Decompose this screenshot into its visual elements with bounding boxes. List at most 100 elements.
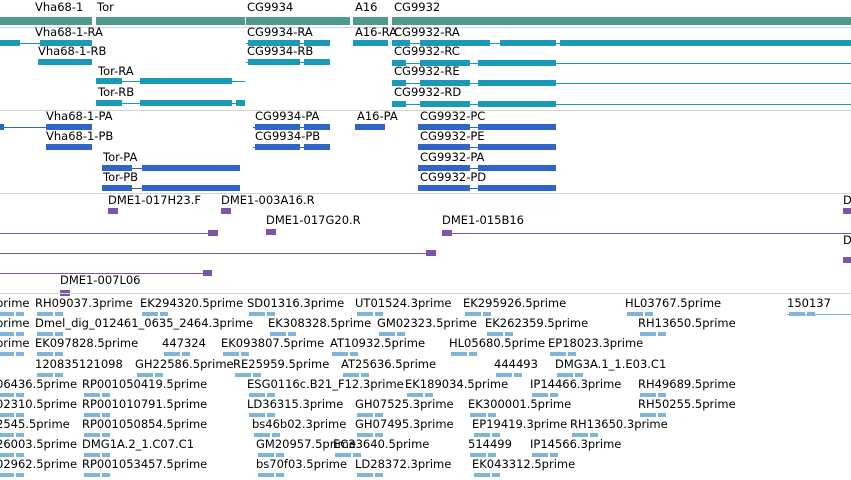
transcript-exon[interactable] [478, 101, 556, 107]
est-feature[interactable] [492, 433, 500, 437]
protein-exon[interactable] [142, 165, 240, 171]
est-feature[interactable] [55, 373, 63, 377]
locus-tor-bar-exon[interactable] [96, 17, 245, 25]
est-feature[interactable] [16, 312, 24, 316]
protein-exon[interactable] [478, 185, 556, 191]
est-feature[interactable] [102, 393, 110, 397]
protein-exon[interactable] [418, 124, 470, 130]
est-feature[interactable] [253, 373, 261, 377]
locus-vha68-1-bar-exon[interactable] [0, 17, 92, 25]
est-feature[interactable] [0, 332, 14, 336]
transcript-exon[interactable] [500, 40, 556, 46]
est-feature[interactable] [258, 473, 274, 477]
est-feature[interactable] [658, 393, 666, 397]
protein-exon[interactable] [418, 185, 470, 191]
protein-exon[interactable] [418, 144, 470, 150]
est-feature[interactable] [0, 352, 14, 356]
protein-exon[interactable] [142, 185, 240, 191]
est-feature[interactable] [235, 373, 251, 377]
transcript-exon[interactable] [304, 40, 330, 46]
protein-exon[interactable] [46, 124, 92, 130]
est-feature[interactable] [425, 393, 433, 397]
transcript-exon[interactable] [248, 59, 300, 65]
est-feature[interactable] [474, 433, 490, 437]
est-feature[interactable] [575, 373, 583, 377]
clone-exon[interactable] [108, 208, 118, 214]
est-feature[interactable] [276, 453, 284, 457]
est-feature[interactable] [249, 312, 265, 316]
est-feature[interactable] [335, 453, 351, 457]
clone-exon[interactable] [203, 270, 212, 276]
est-feature[interactable] [164, 352, 180, 356]
est-feature[interactable] [270, 332, 286, 336]
est-feature[interactable] [483, 312, 491, 316]
clone-exon[interactable] [221, 208, 231, 214]
est-feature[interactable] [249, 413, 265, 417]
est-feature[interactable] [160, 312, 168, 316]
transcript-exon[interactable] [420, 101, 470, 107]
est-feature[interactable] [267, 312, 275, 316]
est-feature[interactable] [102, 473, 110, 477]
est-feature[interactable] [357, 433, 373, 437]
est-feature[interactable] [397, 332, 405, 336]
transcript-exon[interactable] [560, 40, 851, 46]
transcript-exon[interactable] [353, 40, 388, 46]
est-feature[interactable] [258, 453, 274, 457]
est-feature[interactable] [137, 373, 153, 377]
protein-exon[interactable] [0, 124, 4, 130]
est-feature[interactable] [640, 332, 656, 336]
est-feature[interactable] [55, 352, 63, 356]
est-feature[interactable] [37, 332, 53, 336]
locus-a16-bar-exon[interactable] [353, 17, 388, 25]
transcript-exon[interactable] [392, 60, 406, 66]
est-feature[interactable] [288, 332, 296, 336]
est-feature[interactable] [16, 433, 24, 437]
transcript-exon[interactable] [140, 78, 232, 84]
transcript-exon[interactable] [392, 40, 410, 46]
est-feature[interactable] [241, 352, 249, 356]
est-feature[interactable] [357, 413, 373, 417]
clone-exon[interactable] [843, 208, 851, 214]
est-feature[interactable] [142, 312, 158, 316]
protein-exon[interactable] [102, 165, 132, 171]
est-feature[interactable] [84, 393, 100, 397]
est-feature[interactable] [55, 312, 63, 316]
protein-exon[interactable] [255, 124, 300, 130]
est-feature[interactable] [550, 453, 558, 457]
est-feature[interactable] [407, 393, 423, 397]
transcript-exon[interactable] [96, 78, 122, 84]
clone-exon[interactable] [266, 229, 276, 235]
protein-exon[interactable] [418, 165, 470, 171]
clone-intron[interactable] [0, 253, 436, 254]
protein-exon[interactable] [255, 144, 300, 150]
clone-intron[interactable] [0, 273, 212, 274]
protein-exon[interactable] [355, 124, 385, 130]
est-feature[interactable] [357, 312, 373, 316]
est-feature[interactable] [249, 393, 265, 397]
transcript-exon[interactable] [38, 59, 92, 65]
est-feature[interactable] [465, 312, 481, 316]
protein-exon[interactable] [478, 165, 556, 171]
clone-exon[interactable] [843, 257, 851, 263]
est-feature[interactable] [16, 413, 24, 417]
est-feature[interactable] [272, 433, 280, 437]
transcript-exon[interactable] [96, 100, 122, 106]
est-feature[interactable] [276, 473, 284, 477]
est-feature[interactable] [550, 352, 566, 356]
est-feature[interactable] [488, 413, 496, 417]
est-feature[interactable] [375, 312, 383, 316]
est-feature[interactable] [627, 312, 643, 316]
est-feature[interactable] [55, 332, 63, 336]
est-feature[interactable] [557, 373, 573, 377]
est-feature[interactable] [470, 453, 486, 457]
transcript-intron[interactable] [392, 83, 851, 84]
est-feature[interactable] [353, 453, 361, 457]
est-feature[interactable] [102, 453, 110, 457]
est-feature[interactable] [16, 453, 24, 457]
est-feature[interactable] [496, 373, 512, 377]
clone-intron[interactable] [0, 233, 218, 234]
est-feature[interactable] [16, 352, 24, 356]
est-feature[interactable] [505, 332, 513, 336]
est-feature[interactable] [37, 352, 53, 356]
